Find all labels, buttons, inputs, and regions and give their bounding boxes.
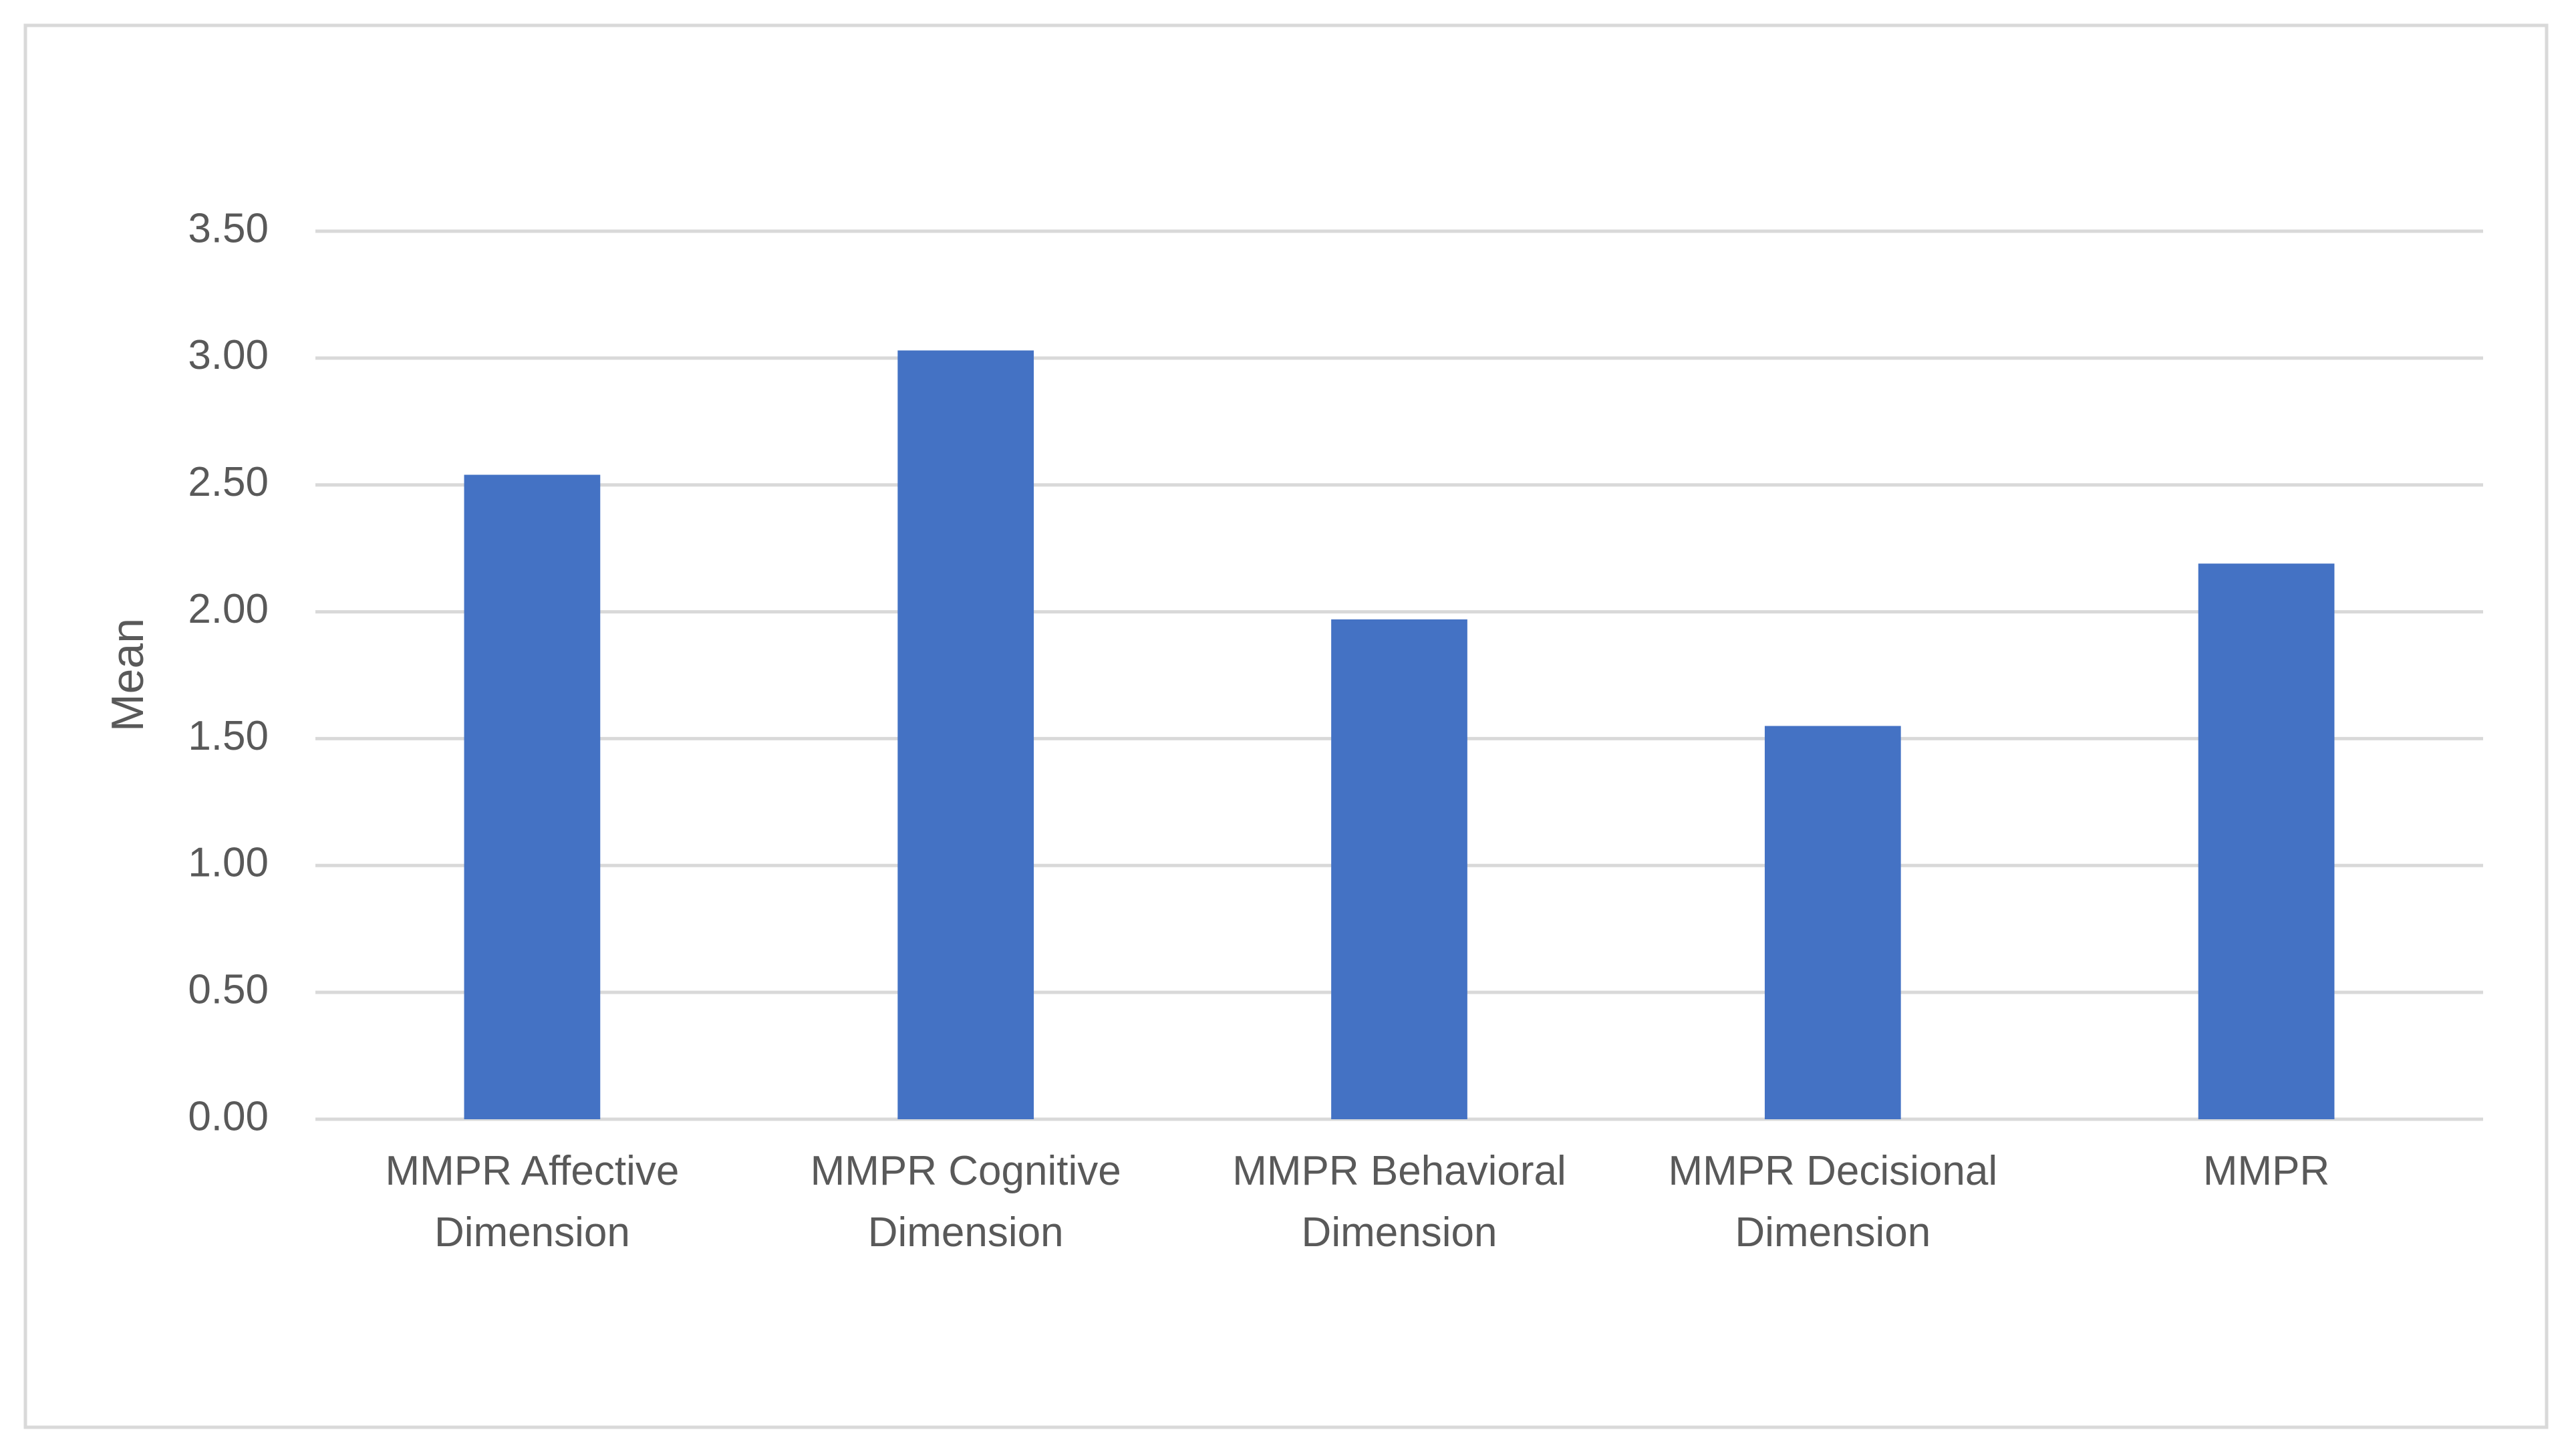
y-tick-label: 2.50 — [188, 459, 269, 505]
y-tick-label: 3.50 — [188, 205, 269, 251]
bar — [464, 474, 601, 1119]
y-axis-title: Mean — [102, 618, 153, 732]
x-tick-label: MMPR — [2202, 1148, 2330, 1194]
x-tick-label: MMPR Decisional Dimension — [1668, 1148, 1998, 1256]
y-tick-label: 2.00 — [188, 586, 269, 632]
y-tick-label: 3.00 — [188, 332, 269, 378]
x-tick-label: MMPR Affective Dimension — [385, 1148, 680, 1256]
y-tick-label: 0.50 — [188, 967, 269, 1013]
x-tick-label: MMPR Cognitive Dimension — [810, 1148, 1121, 1256]
chart-border — [23, 23, 2549, 1429]
bar — [897, 350, 1034, 1119]
y-tick-label: 1.50 — [188, 713, 269, 759]
y-tick-label: 0.00 — [188, 1093, 269, 1139]
y-tick-label: 1.00 — [188, 840, 269, 886]
bar — [1331, 619, 1467, 1119]
bar — [2198, 563, 2335, 1119]
x-tick-label: MMPR Behavioral Dimension — [1232, 1148, 1566, 1256]
bar — [1764, 726, 1901, 1119]
